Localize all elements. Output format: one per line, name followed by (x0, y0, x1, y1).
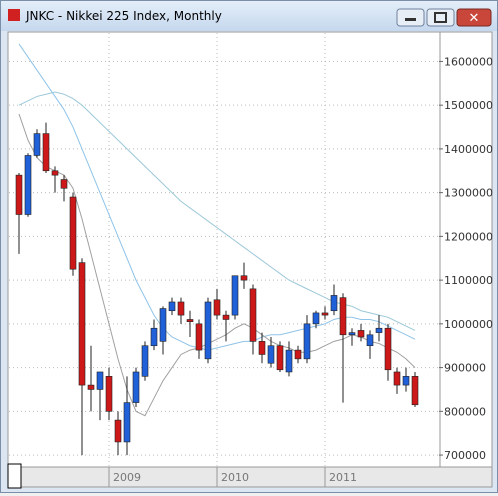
candle-body (204, 301, 212, 360)
candle-body (24, 155, 32, 215)
candle-body (60, 179, 68, 189)
maximize-icon (434, 12, 447, 23)
minimize-button[interactable] (396, 8, 425, 27)
candle-body (213, 299, 221, 316)
candle-body (357, 330, 365, 338)
candle-body (330, 295, 338, 312)
candle-body (42, 133, 50, 172)
candle-body (285, 349, 293, 373)
candle-body (33, 133, 41, 156)
window-title: JNKC - Nikkei 225 Index, Monthly (25, 9, 222, 23)
candle-body (96, 371, 104, 390)
candle-body (258, 341, 266, 355)
candle-body (15, 174, 23, 215)
candle-body (132, 371, 140, 403)
candle-body (69, 196, 77, 270)
candle-body (321, 312, 329, 316)
candle-body (348, 332, 356, 336)
candle-body (141, 345, 149, 377)
candle-body (411, 376, 419, 406)
app-icon (8, 9, 20, 21)
y-tick-label: 1400000 (444, 143, 493, 156)
candle-body (276, 345, 284, 371)
candle-body (366, 334, 374, 347)
candle-body (123, 402, 131, 443)
y-tick-label: 1000000 (444, 318, 493, 331)
moving-average-line (18, 43, 416, 351)
candle-body (87, 384, 95, 390)
candle-body (240, 275, 248, 281)
candle-body (105, 376, 113, 412)
candle-body (51, 170, 59, 176)
plot-area (7, 31, 441, 468)
y-tick-label: 1200000 (444, 230, 493, 243)
candle-body (375, 327, 383, 333)
y-tick-label: 1600000 (444, 55, 493, 68)
candle-body (114, 419, 122, 443)
candle-body (150, 327, 158, 347)
candle-body (384, 327, 392, 371)
x-tick-label: 2009 (113, 471, 141, 484)
x-axis-area (7, 466, 493, 488)
maximize-button[interactable] (426, 8, 455, 27)
moving-average-line (18, 113, 416, 417)
candle-body (339, 297, 347, 336)
candle-body (303, 323, 311, 360)
y-axis-area (439, 31, 493, 468)
moving-average-line (18, 91, 416, 331)
y-tick-label: 1300000 (444, 187, 493, 200)
candle-body (159, 308, 167, 342)
candle-body (267, 345, 275, 364)
x-tick-label: 2010 (221, 471, 249, 484)
close-icon: ✕ (469, 11, 480, 26)
candle-body (177, 301, 185, 316)
candle-body (231, 275, 239, 316)
candle-body (168, 301, 176, 312)
candle-body (249, 288, 257, 342)
y-tick-label: 900000 (444, 362, 486, 375)
y-tick-label: 700000 (444, 449, 486, 462)
y-tick-label: 800000 (444, 405, 486, 418)
y-tick-label: 1500000 (444, 99, 493, 112)
candle-body (78, 262, 86, 386)
candle-body (402, 376, 410, 386)
close-button[interactable] (456, 8, 492, 27)
candle-body (195, 323, 203, 351)
candle-body (186, 319, 194, 322)
candle-body (312, 312, 320, 325)
x-tick-label: 2011 (329, 471, 357, 484)
candle-body (222, 314, 230, 320)
scroll-box[interactable] (7, 463, 22, 489)
candle-body (393, 371, 401, 386)
minimize-icon (405, 18, 416, 21)
candle-body (294, 349, 302, 360)
y-tick-label: 1100000 (444, 274, 493, 287)
